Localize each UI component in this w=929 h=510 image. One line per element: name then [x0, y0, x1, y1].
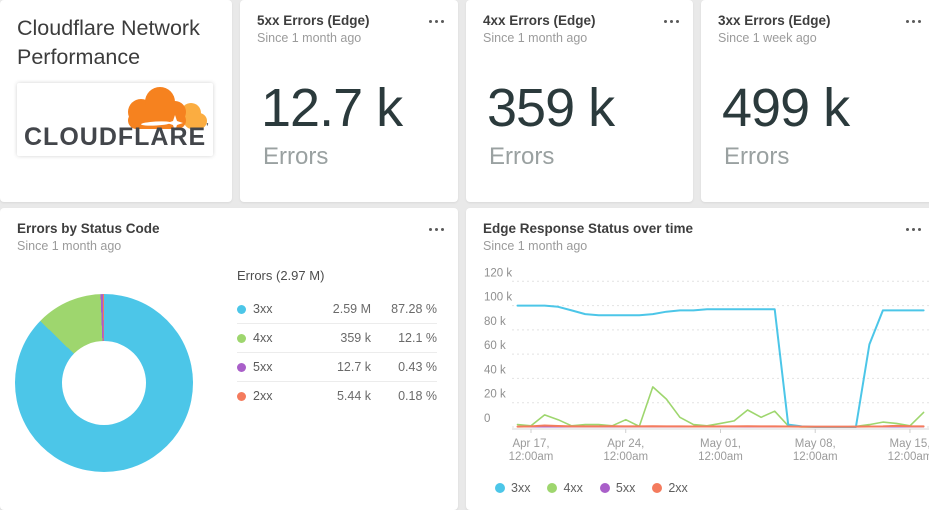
menu-ellipsis-icon[interactable]: [899, 222, 921, 236]
stat-value: 12.7 k: [261, 78, 403, 138]
legend-color-dot: [547, 483, 558, 493]
series-line-3xx: [516, 304, 925, 428]
legend-label: 5xx: [615, 481, 636, 495]
card-subtitle: Since 1 month ago: [483, 31, 588, 45]
donut-legend-table: Errors (2.97 M) 3xx 2.59 M 87.28 % 4xx 359 k…: [237, 268, 437, 410]
status-code-donut-chart[interactable]: [15, 294, 193, 472]
stat-unit-label: Errors: [263, 143, 329, 170]
x-axis-tick-label: Apr 24,: [607, 438, 644, 450]
x-axis-tick-label: 12:00am: [888, 451, 929, 463]
y-axis-tick-label: 100 k: [484, 292, 512, 304]
legend-item-4xx[interactable]: 4xx: [547, 481, 583, 495]
legend-color-dot: [237, 362, 246, 372]
legend-value: 359 k: [340, 331, 371, 345]
legend-label: 3xx: [511, 481, 531, 495]
y-axis-tick-label: 20 k: [484, 389, 506, 401]
card-title: 5xx Errors (Edge): [257, 13, 370, 28]
legend-row-3xx[interactable]: 3xx 2.59 M 87.28 %: [237, 295, 437, 324]
errors-by-status-code-card: Errors by Status Code Since 1 month ago …: [0, 208, 458, 510]
legend-label: 4xx: [563, 481, 583, 495]
series-line-2xx: [516, 424, 925, 428]
x-axis-tick-label: 12:00am: [509, 451, 554, 463]
donut-legend-header: Errors (2.97 M): [237, 268, 325, 283]
card-title: 4xx Errors (Edge): [483, 13, 596, 28]
menu-ellipsis-icon[interactable]: [422, 14, 444, 28]
legend-item-3xx[interactable]: 3xx: [495, 481, 530, 495]
menu-ellipsis-icon[interactable]: [657, 14, 679, 28]
y-axis-tick-label: 40 k: [484, 364, 506, 376]
menu-ellipsis-icon[interactable]: [422, 222, 444, 236]
card-title: Edge Response Status over time: [483, 221, 694, 236]
legend-value: 5.44 k: [336, 389, 371, 403]
line-chart-legend: 3xx 4xx 5xx 2xx: [495, 481, 688, 495]
edge-response-status-card: Edge Response Status over time Since 1 m…: [466, 208, 929, 510]
y-axis-tick-label: 120 k: [484, 267, 512, 279]
y-axis-tick-label: 80 k: [484, 316, 506, 328]
menu-ellipsis-icon[interactable]: [899, 14, 921, 28]
stat-card-4xx-errors: 4xx Errors (Edge) Since 1 month ago 359 …: [466, 0, 693, 202]
legend-percent: 0.43 %: [398, 360, 437, 374]
legend-row-5xx[interactable]: 5xx 12.7 k 0.43 %: [237, 353, 437, 382]
x-axis-tick-label: 12:00am: [793, 451, 838, 463]
x-axis-tick-label: May 08,: [795, 438, 836, 450]
card-title: 3xx Errors (Edge): [718, 13, 831, 28]
series-line-4xx: [516, 386, 925, 428]
dashboard-title-card: Cloudflare Network Performance CLOUDFLAR…: [0, 0, 232, 202]
legend-row-2xx[interactable]: 2xx 5.44 k 0.18 %: [237, 382, 437, 410]
x-axis-tick-label: 12:00am: [698, 451, 743, 463]
card-subtitle: Since 1 week ago: [718, 31, 817, 45]
legend-color-dot: [495, 483, 505, 493]
legend-percent: 87.28 %: [391, 302, 437, 316]
y-axis-tick-label: 0: [484, 413, 490, 425]
stat-card-5xx-errors: 5xx Errors (Edge) Since 1 month ago 12.7…: [240, 0, 458, 202]
legend-label: 5xx: [253, 360, 273, 374]
legend-color-dot: [237, 333, 246, 343]
legend-color-dot: [237, 304, 246, 314]
cloudflare-wordmark: CLOUDFLARE': [24, 122, 210, 152]
x-axis-tick-label: May 15,: [890, 438, 929, 450]
y-axis-tick-label: 60 k: [484, 340, 506, 352]
stat-card-3xx-errors: 3xx Errors (Edge) Since 1 week ago 499 k…: [701, 0, 929, 202]
card-subtitle: Since 1 month ago: [257, 31, 362, 45]
stat-unit-label: Errors: [489, 143, 555, 170]
legend-percent: 12.1 %: [398, 331, 437, 345]
card-subtitle: Since 1 month ago: [483, 239, 588, 253]
stat-value: 359 k: [487, 78, 615, 138]
stat-unit-label: Errors: [724, 143, 790, 170]
legend-value: 2.59 M: [332, 302, 371, 316]
legend-color-dot: [652, 483, 663, 493]
card-title: Errors by Status Code: [17, 221, 160, 236]
x-axis-tick-label: Apr 17,: [512, 438, 549, 450]
legend-label: 2xx: [668, 481, 688, 495]
legend-item-2xx[interactable]: 2xx: [652, 481, 688, 495]
legend-label: 2xx: [253, 389, 273, 403]
legend-label: 3xx: [253, 302, 273, 316]
legend-item-5xx[interactable]: 5xx: [599, 481, 636, 495]
legend-row-4xx[interactable]: 4xx 359 k 12.1 %: [237, 324, 437, 353]
donut-hole: [62, 341, 146, 425]
cloudflare-logo: CLOUDFLARE': [17, 83, 213, 156]
stat-value: 499 k: [722, 78, 850, 138]
legend-value: 12.7 k: [336, 360, 371, 374]
x-axis-tick-label: May 01,: [700, 438, 741, 450]
legend-percent: 0.18 %: [398, 389, 437, 403]
legend-color-dot: [599, 483, 610, 493]
page-title: Cloudflare Network Performance: [17, 16, 200, 69]
card-subtitle: Since 1 month ago: [17, 239, 122, 253]
cloudflare-cloud-icon: [128, 87, 207, 131]
x-axis-tick-label: 12:00am: [603, 451, 648, 463]
legend-color-dot: [237, 391, 246, 401]
legend-label: 4xx: [253, 331, 273, 345]
